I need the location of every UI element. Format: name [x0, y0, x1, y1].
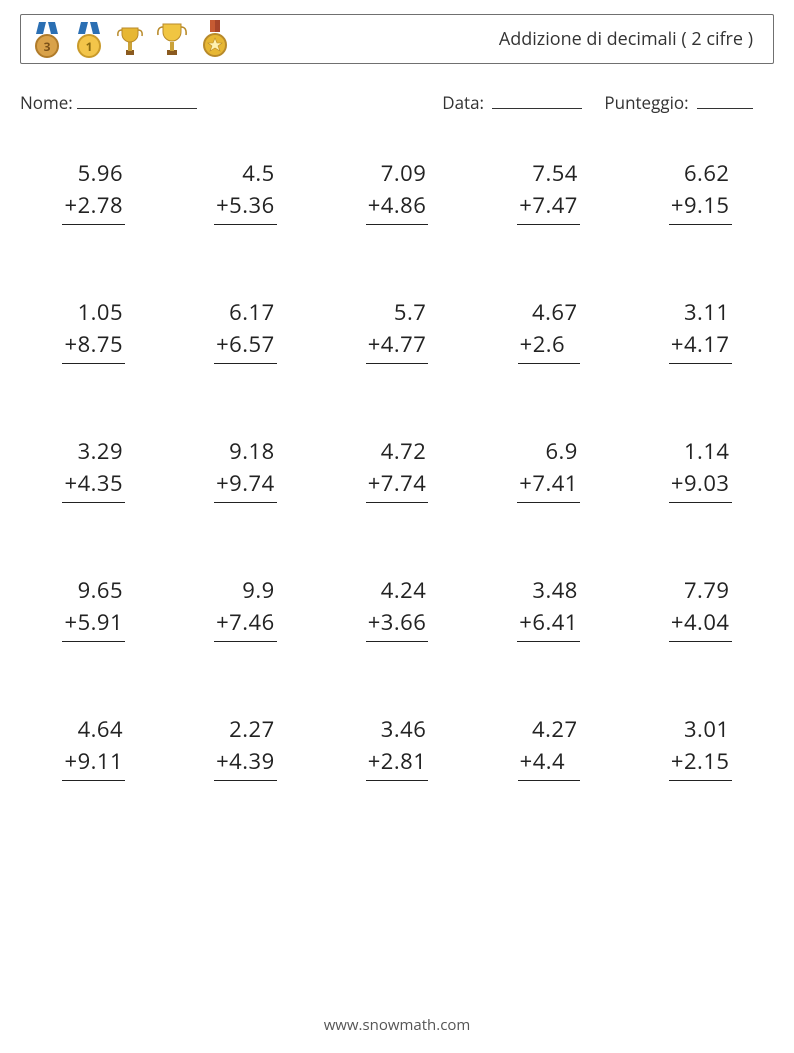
addend-top: 7.79: [669, 575, 732, 607]
problem-2: 4.5+5.36: [180, 158, 312, 225]
addend-top: 7.09: [366, 158, 429, 190]
problem-17: 9.9+7.46: [180, 575, 312, 642]
date-blank[interactable]: [492, 90, 582, 109]
problem-18: 4.24+3.66: [331, 575, 463, 642]
addend-bottom: +7.74: [366, 468, 429, 503]
addend-bottom: +6.57: [214, 329, 277, 364]
addend-top: 6.17: [214, 297, 277, 329]
addend-bottom: +4.17: [669, 329, 732, 364]
addend-top: 3.46: [366, 714, 429, 746]
addend-bottom: +9.03: [669, 468, 732, 503]
addend-bottom: +2.81: [366, 746, 429, 781]
problem-22: 2.27+4.39: [180, 714, 312, 781]
svg-text:1: 1: [86, 38, 93, 55]
problem-25: 3.01+2.15: [634, 714, 766, 781]
problem-23: 3.46+2.81: [331, 714, 463, 781]
addend-top: 3.01: [669, 714, 732, 746]
problem-12: 9.18+9.74: [180, 436, 312, 503]
addend-top: 5.96: [62, 158, 125, 190]
problem-5: 6.62+9.15: [634, 158, 766, 225]
addend-bottom: +3.66: [366, 607, 429, 642]
addend-top: 3.48: [517, 575, 580, 607]
problems-grid: 5.96+2.784.5+5.367.09+4.867.54+7.476.62+…: [20, 158, 774, 781]
addend-top: 4.5: [214, 158, 277, 190]
addend-top: 4.24: [366, 575, 429, 607]
problem-4: 7.54+7.47: [483, 158, 615, 225]
addend-top: 6.62: [669, 158, 732, 190]
addend-bottom: +4.4: [518, 746, 580, 781]
medal-bronze-icon: 3: [33, 22, 61, 58]
problem-15: 1.14+9.03: [634, 436, 766, 503]
addend-bottom: +7.41: [517, 468, 580, 503]
addend-top: 5.7: [366, 297, 429, 329]
problem-10: 3.11+4.17: [634, 297, 766, 364]
date-label: Data:: [442, 91, 484, 114]
addend-top: 1.05: [62, 297, 125, 329]
addend-bottom: +5.91: [62, 607, 125, 642]
addend-bottom: +9.15: [669, 190, 732, 225]
addend-top: 3.29: [62, 436, 125, 468]
addend-top: 9.9: [214, 575, 277, 607]
addend-bottom: +2.6: [518, 329, 580, 364]
problem-1: 5.96+2.78: [28, 158, 160, 225]
problem-20: 7.79+4.04: [634, 575, 766, 642]
name-blank[interactable]: [77, 90, 197, 109]
problem-6: 1.05+8.75: [28, 297, 160, 364]
svg-text:3: 3: [44, 38, 51, 55]
problem-11: 3.29+4.35: [28, 436, 160, 503]
addend-bottom: +2.78: [62, 190, 125, 225]
addend-bottom: +8.75: [62, 329, 125, 364]
addend-bottom: +6.41: [517, 607, 580, 642]
trophy-small-icon: [117, 22, 143, 58]
footer-text: www.snowmath.com: [0, 1015, 794, 1035]
addend-bottom: +4.04: [669, 607, 732, 642]
addend-top: 2.27: [214, 714, 277, 746]
addend-top: 9.65: [62, 575, 125, 607]
addend-bottom: +2.15: [669, 746, 732, 781]
worksheet-title: Addizione di decimali ( 2 cifre ): [499, 27, 753, 51]
addend-top: 3.11: [669, 297, 732, 329]
addend-bottom: +4.35: [62, 468, 125, 503]
addend-top: 4.72: [366, 436, 429, 468]
problem-14: 6.9+7.41: [483, 436, 615, 503]
problem-8: 5.7+4.77: [331, 297, 463, 364]
addend-top: 7.54: [517, 158, 580, 190]
addend-top: 4.64: [62, 714, 125, 746]
score-blank[interactable]: [697, 90, 753, 109]
problem-24: 4.27+4.4: [483, 714, 615, 781]
medal-gold-icon: 1: [75, 22, 103, 58]
addend-bottom: +9.74: [214, 468, 277, 503]
problem-7: 6.17+6.57: [180, 297, 312, 364]
addend-bottom: +4.77: [366, 329, 429, 364]
addend-bottom: +9.11: [62, 746, 125, 781]
problem-9: 4.67+2.6: [483, 297, 615, 364]
addend-top: 4.27: [518, 714, 580, 746]
addend-bottom: +4.86: [366, 190, 429, 225]
worksheet-page: 3 1: [0, 0, 794, 1053]
addend-bottom: +7.46: [214, 607, 277, 642]
trophy-cup-icon: [157, 20, 187, 58]
header-box: 3 1: [20, 14, 774, 64]
badge-star-icon: [201, 20, 229, 58]
info-row: Nome: Data: Punteggio:: [20, 90, 774, 114]
addend-top: 4.67: [518, 297, 580, 329]
addend-bottom: +5.36: [214, 190, 277, 225]
addend-top: 9.18: [214, 436, 277, 468]
problem-16: 9.65+5.91: [28, 575, 160, 642]
problem-3: 7.09+4.86: [331, 158, 463, 225]
addend-top: 1.14: [669, 436, 732, 468]
addend-bottom: +7.47: [517, 190, 580, 225]
addend-bottom: +4.39: [214, 746, 277, 781]
addend-top: 6.9: [517, 436, 580, 468]
problem-13: 4.72+7.74: [331, 436, 463, 503]
problem-19: 3.48+6.41: [483, 575, 615, 642]
problem-21: 4.64+9.11: [28, 714, 160, 781]
name-label: Nome:: [20, 91, 73, 114]
header-icons: 3 1: [33, 20, 229, 58]
score-label: Punteggio:: [604, 91, 688, 114]
